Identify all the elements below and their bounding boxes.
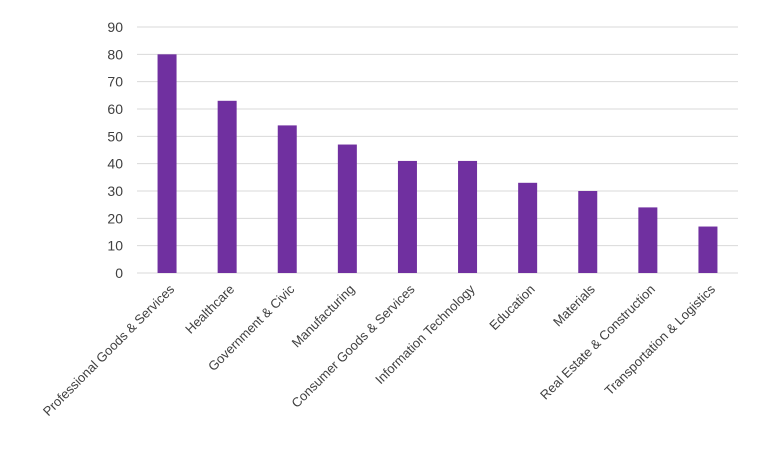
y-tick-label: 10 bbox=[107, 238, 123, 254]
x-tick-label: Healthcare bbox=[182, 282, 237, 337]
y-tick-label: 40 bbox=[107, 156, 123, 172]
y-tick-label: 80 bbox=[107, 46, 123, 62]
x-tick-label: Transportation & Logistics bbox=[602, 281, 719, 398]
x-tick-label: Real Estate & Construction bbox=[537, 282, 658, 403]
bar bbox=[277, 125, 297, 274]
bar bbox=[518, 182, 538, 273]
bar bbox=[157, 54, 177, 274]
y-tick-label: 50 bbox=[107, 128, 123, 144]
y-tick-label: 20 bbox=[107, 210, 123, 226]
y-tick-label: 70 bbox=[107, 74, 123, 90]
x-tick-label: Education bbox=[486, 282, 537, 333]
bar bbox=[397, 160, 417, 273]
bar bbox=[337, 144, 357, 273]
x-tick-label: Materials bbox=[550, 281, 598, 329]
y-tick-label: 30 bbox=[107, 183, 123, 199]
bar bbox=[578, 191, 598, 273]
y-tick-label: 60 bbox=[107, 101, 123, 117]
bar bbox=[698, 226, 718, 273]
x-tick-label: Information Technology bbox=[372, 281, 478, 387]
gridlines bbox=[137, 26, 738, 274]
bar bbox=[458, 160, 478, 273]
x-axis-tick-labels: Professional Goods & Services HealthcareG… bbox=[40, 281, 719, 419]
y-tick-label: 0 bbox=[115, 265, 123, 281]
bar bbox=[217, 100, 237, 273]
y-tick-label: 90 bbox=[107, 19, 123, 35]
x-tick-label: Consumer Goods & Services bbox=[288, 281, 417, 410]
bar bbox=[638, 207, 658, 273]
x-tick-label: Professional Goods & Services bbox=[40, 281, 178, 419]
y-axis-tick-labels: 0 10 20 30 40 50 60 70 80 90 bbox=[107, 19, 123, 281]
bars bbox=[157, 54, 718, 274]
